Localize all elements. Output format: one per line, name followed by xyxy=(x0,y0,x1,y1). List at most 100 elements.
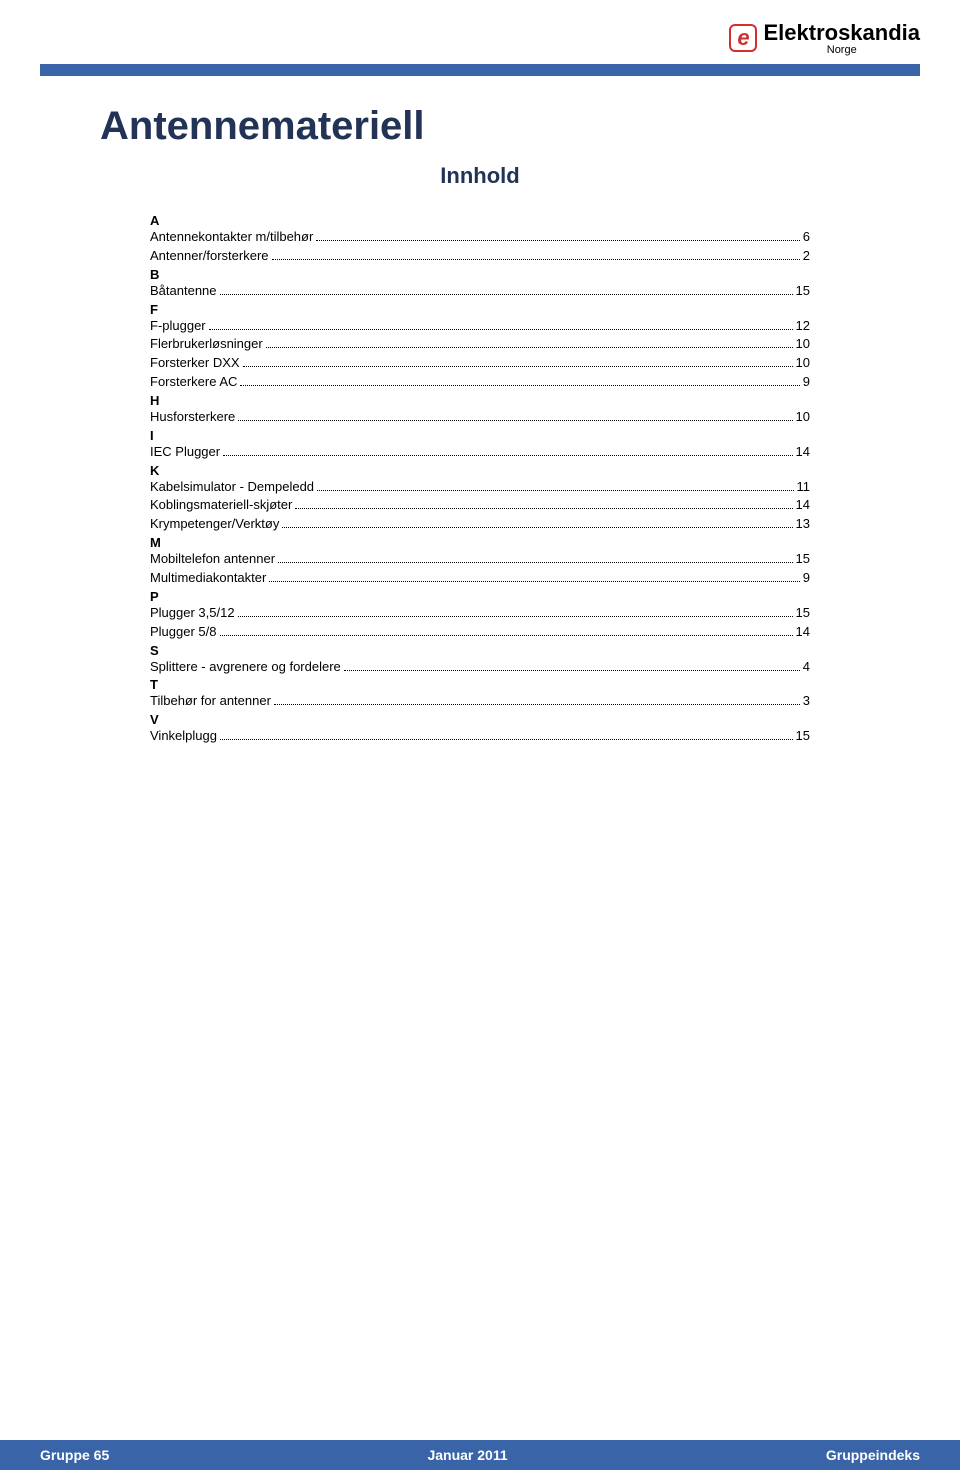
toc-entry-page: 15 xyxy=(796,727,810,746)
toc-leader-dots xyxy=(344,670,800,671)
toc-entry[interactable]: Båtantenne 15 xyxy=(150,282,810,301)
toc-entry[interactable]: Koblingsmateriell-skjøter 14 xyxy=(150,496,810,515)
toc-entry-label: F-plugger xyxy=(150,317,206,336)
toc-entry-label: Multimediakontakter xyxy=(150,569,266,588)
toc-entry-label: Plugger 5/8 xyxy=(150,623,217,642)
toc-leader-dots xyxy=(238,616,793,617)
brand-logo: e Elektroskandia Norge xyxy=(0,20,920,56)
toc-entry-page: 15 xyxy=(796,604,810,623)
toc-leader-dots xyxy=(240,385,799,386)
toc-entry-label: Mobiltelefon antenner xyxy=(150,550,275,569)
table-of-contents: AAntennekontakter m/tilbehør6Antenner/fo… xyxy=(150,213,810,746)
toc-entry-page: 10 xyxy=(796,335,810,354)
logo-mark-icon: e xyxy=(729,24,757,52)
toc-entry-label: Plugger 3,5/12 xyxy=(150,604,235,623)
toc-entry[interactable]: Forsterkere AC 9 xyxy=(150,373,810,392)
toc-leader-dots xyxy=(278,562,793,563)
toc-entry[interactable]: Kabelsimulator - Dempeledd 11 xyxy=(150,478,810,497)
page-title: Antennemateriell xyxy=(100,104,860,149)
toc-entry-label: Vinkelplugg xyxy=(150,727,217,746)
toc-section-letter: M xyxy=(150,535,810,550)
toc-entry-page: 14 xyxy=(796,623,810,642)
toc-section-letter: T xyxy=(150,677,810,692)
toc-entry-page: 14 xyxy=(796,443,810,462)
toc-leader-dots xyxy=(238,420,792,421)
toc-section-letter: I xyxy=(150,428,810,443)
toc-entry-page: 14 xyxy=(796,496,810,515)
toc-entry-page: 9 xyxy=(803,569,810,588)
toc-section-letter: P xyxy=(150,589,810,604)
toc-entry[interactable]: IEC Plugger 14 xyxy=(150,443,810,462)
toc-section-letter: A xyxy=(150,213,810,228)
toc-entry-label: Krympetenger/Verktøy xyxy=(150,515,279,534)
toc-entry-label: Flerbrukerløsninger xyxy=(150,335,263,354)
toc-entry-page: 15 xyxy=(796,282,810,301)
toc-leader-dots xyxy=(243,366,793,367)
toc-leader-dots xyxy=(274,704,800,705)
toc-entry-label: Tilbehør for antenner xyxy=(150,692,271,711)
toc-leader-dots xyxy=(282,527,792,528)
toc-section-letter: S xyxy=(150,643,810,658)
footer-left: Gruppe 65 xyxy=(40,1447,109,1463)
header-divider xyxy=(40,64,920,76)
toc-section-letter: K xyxy=(150,463,810,478)
toc-section-letter: V xyxy=(150,712,810,727)
toc-entry-label: IEC Plugger xyxy=(150,443,220,462)
toc-entry[interactable]: F-plugger 12 xyxy=(150,317,810,336)
toc-entry-label: Koblingsmateriell-skjøter xyxy=(150,496,292,515)
toc-entry[interactable]: Forsterker DXX 10 xyxy=(150,354,810,373)
toc-entry[interactable]: Vinkelplugg 15 xyxy=(150,727,810,746)
toc-leader-dots xyxy=(269,581,799,582)
toc-entry[interactable]: Antenner/forsterkere 2 xyxy=(150,247,810,266)
toc-entry[interactable]: Antennekontakter m/tilbehør 6 xyxy=(150,228,810,247)
page-header: e Elektroskandia Norge xyxy=(0,0,960,56)
toc-leader-dots xyxy=(220,635,793,636)
toc-entry-label: Antennekontakter m/tilbehør xyxy=(150,228,313,247)
toc-leader-dots xyxy=(220,294,793,295)
toc-entry[interactable]: Husforsterkere 10 xyxy=(150,408,810,427)
toc-entry[interactable]: Flerbrukerløsninger 10 xyxy=(150,335,810,354)
toc-leader-dots xyxy=(295,508,792,509)
toc-entry-page: 13 xyxy=(796,515,810,534)
footer-right: Gruppeindeks xyxy=(826,1447,920,1463)
toc-entry-label: Husforsterkere xyxy=(150,408,235,427)
page-subtitle: Innhold xyxy=(100,163,860,189)
toc-entry-page: 6 xyxy=(803,228,810,247)
toc-leader-dots xyxy=(316,240,799,241)
toc-entry-page: 4 xyxy=(803,658,810,677)
toc-entry-page: 10 xyxy=(796,408,810,427)
toc-leader-dots xyxy=(272,259,800,260)
toc-leader-dots xyxy=(266,347,793,348)
toc-entry-page: 12 xyxy=(796,317,810,336)
toc-entry-page: 11 xyxy=(797,478,811,497)
toc-entry[interactable]: Multimediakontakter 9 xyxy=(150,569,810,588)
footer-center: Januar 2011 xyxy=(427,1447,507,1463)
page-content: Antennemateriell Innhold AAntennekontakt… xyxy=(0,76,960,746)
toc-entry-page: 15 xyxy=(796,550,810,569)
toc-leader-dots xyxy=(209,329,793,330)
toc-entry-page: 9 xyxy=(803,373,810,392)
toc-entry[interactable]: Splittere - avgrenere og fordelere 4 xyxy=(150,658,810,677)
toc-section-letter: F xyxy=(150,302,810,317)
page-footer: Gruppe 65 Januar 2011 Gruppeindeks xyxy=(0,1440,960,1470)
toc-entry[interactable]: Plugger 3,5/12 15 xyxy=(150,604,810,623)
toc-entry-page: 3 xyxy=(803,692,810,711)
toc-entry[interactable]: Krympetenger/Verktøy 13 xyxy=(150,515,810,534)
toc-leader-dots xyxy=(317,490,793,491)
toc-entry-label: Splittere - avgrenere og fordelere xyxy=(150,658,341,677)
toc-entry-page: 10 xyxy=(796,354,810,373)
toc-leader-dots xyxy=(220,739,793,740)
toc-entry[interactable]: Plugger 5/8 14 xyxy=(150,623,810,642)
toc-entry[interactable]: Tilbehør for antenner 3 xyxy=(150,692,810,711)
toc-entry-label: Kabelsimulator - Dempeledd xyxy=(150,478,314,497)
toc-entry-page: 2 xyxy=(803,247,810,266)
toc-entry-label: Båtantenne xyxy=(150,282,217,301)
toc-leader-dots xyxy=(223,455,792,456)
toc-entry-label: Antenner/forsterkere xyxy=(150,247,269,266)
toc-section-letter: H xyxy=(150,393,810,408)
toc-entry-label: Forsterker DXX xyxy=(150,354,240,373)
toc-entry[interactable]: Mobiltelefon antenner 15 xyxy=(150,550,810,569)
toc-entry-label: Forsterkere AC xyxy=(150,373,237,392)
brand-name: Elektroskandia xyxy=(763,20,920,46)
toc-section-letter: B xyxy=(150,267,810,282)
